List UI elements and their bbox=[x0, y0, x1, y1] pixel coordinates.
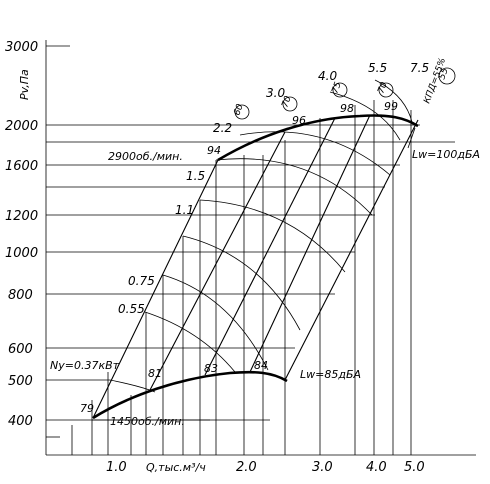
series-line-low-speed bbox=[92, 370, 288, 420]
x-axis-title: Q,тыс.м³/ч bbox=[146, 461, 206, 474]
flow-grid bbox=[71, 100, 412, 455]
efficiency-circle bbox=[438, 67, 456, 85]
power-arc bbox=[162, 274, 269, 371]
curve-point-label: 81 bbox=[148, 367, 162, 380]
system-line bbox=[204, 117, 336, 376]
x-tick-labels: 1.0 2.0 3.0 4.0 5.0 bbox=[106, 460, 425, 475]
power-unit-label: Ny=0.37кВт bbox=[50, 359, 120, 372]
y-axis-title: Pv,Па bbox=[18, 69, 31, 100]
system-line bbox=[284, 119, 419, 381]
power-labels: 0.55 0.75 1.1 1.5 2.2 3.0 4.0 5.5 7.5 bbox=[118, 61, 429, 316]
system-lines bbox=[92, 114, 419, 419]
power-label: 0.55 bbox=[118, 302, 145, 316]
efficiency-label: 75 bbox=[330, 81, 343, 95]
curve-point-label: 96 bbox=[292, 114, 306, 127]
power-arcs bbox=[109, 79, 413, 393]
curve-point-label: 83 bbox=[204, 362, 218, 375]
power-arc bbox=[215, 158, 373, 216]
noise-leader-high bbox=[407, 127, 416, 149]
power-label: 1.1 bbox=[175, 203, 194, 217]
efficiency-label: 60 bbox=[232, 103, 245, 117]
power-arc bbox=[144, 311, 236, 373]
x-tick-label: 3.0 bbox=[312, 460, 333, 475]
power-arc bbox=[329, 91, 401, 141]
power-label: 3.0 bbox=[266, 86, 285, 100]
system-line bbox=[92, 159, 219, 419]
efficiency-circle bbox=[332, 82, 348, 98]
y-tick-label: 3000 bbox=[5, 40, 38, 55]
curve-point-label: 98 bbox=[340, 102, 354, 115]
x-tick-label: 5.0 bbox=[404, 460, 425, 475]
speed-label-high: 2900об./мин. bbox=[108, 150, 183, 163]
y-tick-label: 1000 bbox=[5, 246, 38, 261]
high-curve-point-labels: 94 96 98 99 bbox=[207, 100, 398, 157]
efficiency-circle bbox=[378, 82, 394, 98]
power-label: 2.2 bbox=[213, 121, 232, 135]
power-arc bbox=[199, 199, 346, 273]
curve-point-label: 99 bbox=[384, 100, 398, 113]
y-tick-label: 800 bbox=[8, 288, 33, 303]
y-tick-label: 600 bbox=[8, 342, 33, 357]
efficiency-markers: 60 70 75 70 55 bbox=[232, 67, 456, 120]
x-tick-label: 2.0 bbox=[236, 460, 257, 475]
power-arc bbox=[182, 235, 301, 331]
y-tick-label: 500 bbox=[8, 374, 33, 389]
x-tick-label: 1.0 bbox=[106, 460, 127, 475]
power-label: 5.5 bbox=[368, 61, 387, 75]
power-label: 0.75 bbox=[128, 274, 155, 288]
y-tick-label: 2000 bbox=[5, 119, 38, 134]
y-tick-label: 1200 bbox=[5, 209, 38, 224]
x-tick-label: 4.0 bbox=[366, 460, 387, 475]
noise-label-high: Lw=100дБА bbox=[412, 148, 480, 161]
power-arc bbox=[374, 79, 413, 123]
efficiency-circle bbox=[234, 104, 250, 120]
curve-point-label: 79 bbox=[80, 402, 94, 415]
noise-label-low: Lw=85дБА bbox=[300, 368, 361, 381]
efficiency-label: 70 bbox=[280, 95, 293, 109]
y-tick-label: 1600 bbox=[5, 159, 38, 174]
series-line-high-speed bbox=[217, 114, 419, 162]
system-line bbox=[149, 131, 286, 391]
system-line bbox=[249, 114, 371, 373]
efficiency-circle bbox=[282, 96, 298, 112]
speed-label-low: 1450об./мин. bbox=[110, 415, 185, 428]
y-tick-labels: 3000 2000 1600 1200 1000 800 600 500 400 bbox=[5, 40, 38, 429]
power-arc bbox=[109, 379, 156, 393]
power-arc bbox=[239, 131, 391, 176]
efficiency-label: 70 bbox=[376, 81, 389, 95]
low-curve-point-labels: 79 81 83 84 bbox=[80, 359, 268, 415]
y-tick-label: 400 bbox=[8, 414, 33, 429]
curve-point-label: 84 bbox=[254, 359, 268, 372]
power-label: 1.5 bbox=[186, 169, 205, 183]
efficiency-label: 55 bbox=[437, 67, 450, 81]
power-label: 7.5 bbox=[410, 61, 429, 75]
curve-point-label: 94 bbox=[207, 144, 221, 157]
power-label: 4.0 bbox=[318, 69, 337, 83]
